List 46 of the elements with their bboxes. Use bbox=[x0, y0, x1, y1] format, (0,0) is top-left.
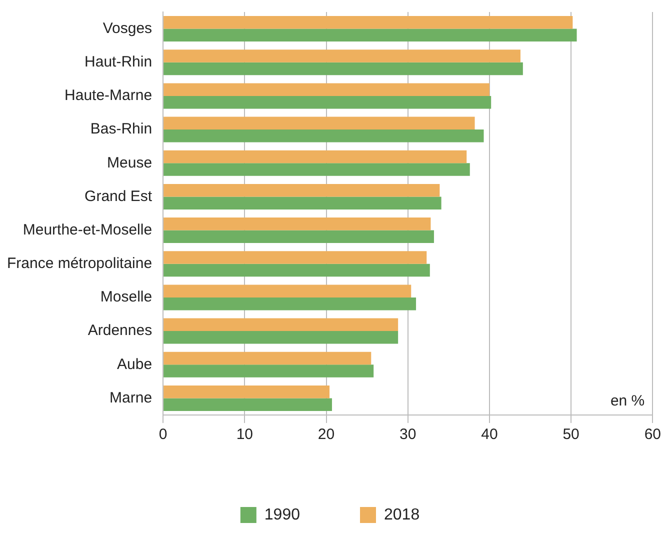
bar bbox=[164, 284, 412, 298]
y-tick-label: Grand Est bbox=[84, 188, 153, 205]
bar bbox=[164, 163, 470, 176]
y-tick-label: Ardennes bbox=[88, 322, 152, 340]
bar bbox=[164, 83, 490, 96]
y-tick-label: Vosges bbox=[102, 20, 152, 37]
x-tick-label: 30 bbox=[400, 426, 416, 444]
bar bbox=[164, 96, 492, 109]
bar bbox=[164, 230, 434, 244]
bar bbox=[164, 297, 416, 310]
y-tick-label: Marne bbox=[110, 389, 152, 406]
y-tick-label: Meuse bbox=[107, 154, 152, 172]
bar bbox=[164, 364, 374, 378]
bar bbox=[164, 28, 577, 42]
x-tick-label: 60 bbox=[644, 426, 661, 444]
bar bbox=[164, 184, 440, 197]
bar bbox=[164, 130, 484, 142]
bar bbox=[164, 16, 573, 29]
legend-label: 1990 bbox=[264, 506, 300, 524]
bar bbox=[164, 385, 330, 398]
y-tick-label: Meurthe-et-Moselle bbox=[22, 221, 152, 238]
y-tick-label: Moselle bbox=[100, 288, 152, 306]
y-tick-label: Bas-Rhin bbox=[90, 120, 152, 138]
bar bbox=[164, 352, 372, 365]
y-tick-label: Haut-Rhin bbox=[84, 54, 152, 71]
bar bbox=[164, 218, 431, 230]
x-tick-label: 0 bbox=[158, 426, 168, 444]
x-tick-label: 10 bbox=[236, 426, 254, 444]
bar bbox=[164, 318, 398, 332]
annotation: en % bbox=[610, 392, 645, 410]
bar bbox=[164, 264, 430, 277]
bar bbox=[164, 251, 427, 264]
x-tick-label: 40 bbox=[481, 426, 498, 444]
x-tick-label: 20 bbox=[318, 426, 335, 444]
legend-label: 2018 bbox=[384, 506, 420, 524]
bar bbox=[164, 62, 523, 76]
bar bbox=[164, 331, 398, 344]
y-tick-label: France métropolitaine bbox=[6, 255, 152, 272]
x-tick-label: 50 bbox=[562, 426, 580, 444]
bar bbox=[164, 116, 475, 130]
bar bbox=[164, 196, 442, 210]
bar bbox=[164, 50, 520, 62]
bar bbox=[164, 150, 467, 164]
y-tick-label: Aube bbox=[117, 356, 152, 373]
y-tick-label: Haute-Marne bbox=[64, 87, 152, 104]
bar bbox=[164, 398, 332, 411]
